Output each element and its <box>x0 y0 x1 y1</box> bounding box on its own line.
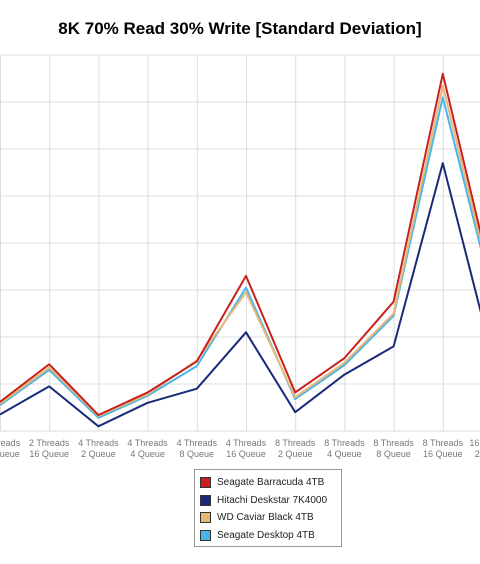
x-tick-label: 8 Threads <box>324 438 365 448</box>
x-tick-label: 4 Queue <box>130 449 165 459</box>
legend-swatch <box>200 477 211 489</box>
x-tick-label: 16 Queue <box>0 449 20 459</box>
x-tick-label: 16 Queue <box>29 449 69 459</box>
chart-legend: Seagate Barracuda 4TB Hitachi Deskstar 7… <box>194 469 342 547</box>
chart-series <box>0 72 480 428</box>
x-tick-label: 2 Queue <box>278 449 313 459</box>
x-tick-label: 2 Threads <box>29 438 70 448</box>
legend-label: Seagate Barracuda 4TB <box>217 477 325 489</box>
x-tick-label: 4 Queue <box>327 449 362 459</box>
legend-swatch <box>200 494 211 506</box>
legend-swatch <box>200 512 211 524</box>
x-tick-label: 4 Threads <box>78 438 119 448</box>
legend-swatch <box>200 529 211 541</box>
x-tick-label: 8 Threads <box>373 438 414 448</box>
x-tick-label: 8 Threads <box>275 438 316 448</box>
x-tick-label: 8 Queue <box>180 449 215 459</box>
legend-item: Seagate Desktop 4TB <box>200 527 341 545</box>
chart-title: 8K 70% Read 30% Write [Standard Deviatio… <box>58 19 422 38</box>
x-tick-label: 8 Threads <box>423 438 464 448</box>
x-tick-label: 4 Threads <box>177 438 218 448</box>
x-tick-label: 1 Threads <box>0 438 21 448</box>
legend-label: WD Caviar Black 4TB <box>217 512 314 524</box>
legend-label: Seagate Desktop 4TB <box>217 529 315 541</box>
x-tick-label: 16 Queue <box>226 449 266 459</box>
legend-item: WD Caviar Black 4TB <box>200 509 341 527</box>
x-tick-label: 16 Threads <box>469 438 480 448</box>
series-line-1 <box>0 162 480 428</box>
series-line-2 <box>0 84 480 417</box>
legend-item: Seagate Barracuda 4TB <box>200 474 341 492</box>
legend-item: Hitachi Deskstar 7K4000 <box>200 492 341 510</box>
series-line-3 <box>0 96 480 419</box>
x-tick-label: 16 Queue <box>423 449 463 459</box>
x-tick-label: 4 Threads <box>226 438 267 448</box>
x-tick-label: 8 Queue <box>376 449 411 459</box>
legend-label: Hitachi Deskstar 7K4000 <box>217 494 328 506</box>
x-tick-label: 2 Queue <box>81 449 116 459</box>
x-tick-label: 4 Threads <box>127 438 168 448</box>
series-line-0 <box>0 72 480 417</box>
x-tick-label: 2 Queue <box>475 449 480 459</box>
